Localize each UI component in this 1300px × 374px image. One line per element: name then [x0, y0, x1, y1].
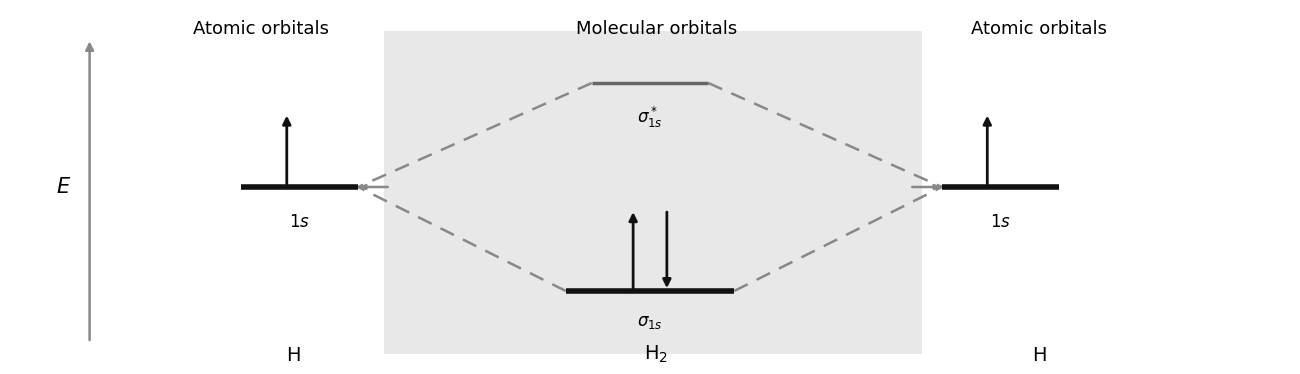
Text: 1$s$: 1$s$: [989, 213, 1010, 231]
Text: Atomic orbitals: Atomic orbitals: [192, 20, 329, 38]
Text: Molecular orbitals: Molecular orbitals: [576, 20, 737, 38]
Text: 1$s$: 1$s$: [290, 213, 311, 231]
Text: $\mathit{E}$: $\mathit{E}$: [56, 177, 72, 197]
Text: H: H: [1032, 346, 1046, 365]
Text: Atomic orbitals: Atomic orbitals: [971, 20, 1108, 38]
Text: H: H: [286, 346, 300, 365]
FancyBboxPatch shape: [384, 31, 923, 354]
Text: $\sigma^*_{1s}$: $\sigma^*_{1s}$: [637, 105, 663, 131]
Text: $\sigma_{1s}$: $\sigma_{1s}$: [637, 313, 663, 331]
Text: H$_2$: H$_2$: [645, 344, 668, 365]
